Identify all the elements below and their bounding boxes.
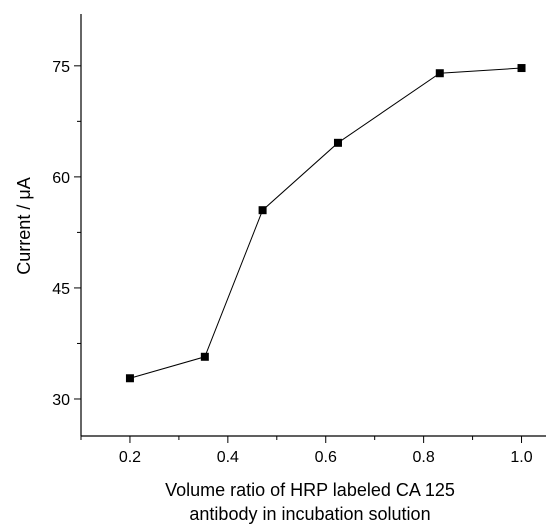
series-line (129, 67, 522, 379)
x-tick-label: 1.0 (510, 449, 532, 466)
data-point (125, 374, 134, 383)
x-axis-title-line-2: antibody in incubation solution (189, 504, 430, 524)
x-tick-label: 0.6 (315, 449, 337, 466)
x-tick-label: 0.4 (217, 449, 239, 466)
y-tick-label: 75 (52, 59, 70, 76)
x-tick-label: 0.8 (413, 449, 435, 466)
y-axis-ticks: 30 45 60 75 (52, 59, 81, 409)
y-tick-label: 60 (52, 170, 70, 187)
x-axis-title-line-1: Volume ratio of HRP labeled CA 125 (165, 480, 455, 500)
plot-area: 0.2 0.4 0.6 0.8 1.0 30 45 60 75 (52, 14, 546, 466)
y-tick-label: 45 (52, 281, 70, 298)
data-point (258, 206, 267, 215)
x-tick-label: 0.2 (119, 449, 141, 466)
data-point (517, 64, 526, 73)
x-axis-ticks: 0.2 0.4 0.6 0.8 1.0 (80, 436, 533, 466)
data-point (435, 69, 444, 78)
series-group (125, 64, 526, 383)
data-point (333, 138, 342, 147)
data-point (200, 352, 209, 361)
y-tick-label: 30 (52, 392, 70, 409)
y-axis-title: Current / μA (14, 177, 34, 274)
